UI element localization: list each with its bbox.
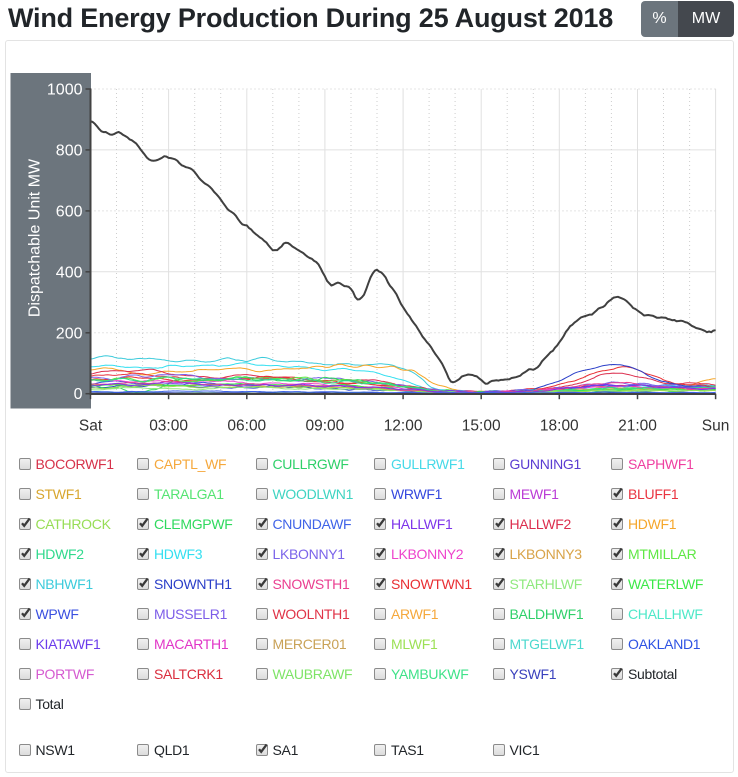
svg-text:600: 600: [56, 203, 83, 220]
svg-text:Dispatchable Unit MW: Dispatchable Unit MW: [27, 158, 44, 317]
svg-text:18:00: 18:00: [540, 418, 579, 435]
svg-text:Sat: Sat: [79, 418, 103, 435]
svg-text:1000: 1000: [47, 82, 83, 99]
svg-text:09:00: 09:00: [306, 418, 345, 435]
svg-text:06:00: 06:00: [227, 418, 266, 435]
svg-text:800: 800: [56, 142, 83, 159]
svg-text:200: 200: [56, 325, 83, 342]
svg-text:15:00: 15:00: [462, 418, 501, 435]
svg-text:400: 400: [56, 264, 83, 281]
svg-text:0: 0: [74, 386, 83, 403]
svg-text:03:00: 03:00: [149, 418, 188, 435]
svg-text:Sun: Sun: [702, 418, 730, 435]
svg-text:12:00: 12:00: [384, 418, 423, 435]
svg-text:21:00: 21:00: [618, 418, 657, 435]
